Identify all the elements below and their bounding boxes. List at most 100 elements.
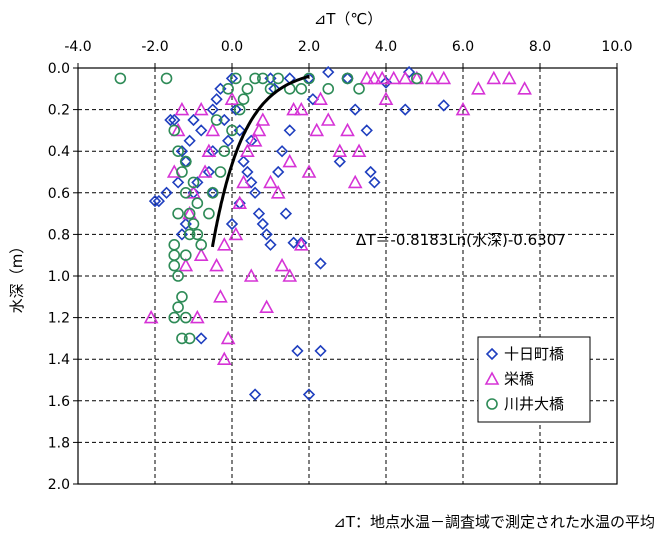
data-point-triangle <box>170 122 186 137</box>
data-point-triangle <box>486 70 502 85</box>
data-point-triangle <box>228 226 244 241</box>
data-point-circle <box>183 332 196 345</box>
data-point-diamond <box>252 207 266 220</box>
data-point-diamond <box>152 194 165 208</box>
data-point-diamond <box>402 66 416 79</box>
data-point-triangle <box>220 330 236 345</box>
y-tick-label: 0.8 <box>48 227 70 243</box>
data-point-triangle <box>367 70 382 85</box>
data-point-triangle <box>293 237 309 251</box>
data-point-triangle <box>193 101 209 116</box>
data-point-triangle <box>378 91 394 105</box>
data-point-circle <box>168 239 181 251</box>
data-point-diamond <box>210 93 223 106</box>
x-axis-label: ⊿T（℃） <box>314 10 383 28</box>
data-point-diamond <box>314 257 327 270</box>
data-point-diamond <box>248 186 262 199</box>
data-point-triangle <box>243 268 259 282</box>
data-point-diamond <box>225 72 239 85</box>
data-point-triangle <box>216 237 232 251</box>
data-point-diamond <box>222 134 235 147</box>
legend-marker-diamond <box>485 347 499 361</box>
data-point-triangle <box>247 133 263 147</box>
y-tick-label: 2.0 <box>48 477 70 493</box>
data-point-circle <box>341 72 354 85</box>
x-tick-label: 8.0 <box>529 39 551 55</box>
data-point-circle <box>353 83 365 95</box>
data-point-triangle <box>240 143 255 157</box>
data-point-circle <box>272 72 285 85</box>
data-point-triangle <box>216 351 232 366</box>
data-point-diamond <box>191 176 204 189</box>
data-point-triangle <box>501 70 517 85</box>
data-point-triangle <box>270 185 286 199</box>
data-point-circle <box>210 114 223 126</box>
data-point-triangle <box>255 112 271 126</box>
data-point-diamond <box>437 99 450 112</box>
x-tick-label: 10.0 <box>601 39 632 55</box>
data-point-circle <box>172 301 184 314</box>
data-point-diamond <box>314 344 327 358</box>
data-point-circle <box>172 207 184 220</box>
data-point-triangle <box>386 70 402 85</box>
data-point-diamond <box>333 155 346 168</box>
data-point-circle <box>183 207 196 220</box>
data-point-diamond <box>368 176 381 189</box>
legend-label: 栄橋 <box>504 370 534 388</box>
data-point-diamond <box>245 176 258 189</box>
data-point-triangle <box>301 164 317 178</box>
data-point-diamond <box>295 236 308 249</box>
data-point-circle <box>183 228 196 241</box>
data-point-circle <box>322 83 335 95</box>
data-point-triangle <box>224 91 240 105</box>
data-point-circle <box>160 72 173 85</box>
data-point-circle <box>114 72 127 85</box>
data-point-circle <box>168 124 181 137</box>
data-point-circle <box>241 83 254 95</box>
y-tick-labels: 0.0 0.2 0.4 0.6 0.8 1.0 1.2 1.4 1.6 1.8 2.0 <box>48 61 78 493</box>
data-point-triangle <box>436 70 452 85</box>
data-point-triangle <box>251 122 267 137</box>
legend-marker-circle <box>486 398 498 410</box>
data-point-triangle <box>274 257 290 272</box>
data-point-triangle <box>232 195 248 209</box>
data-point-diamond <box>175 145 189 158</box>
data-point-triangle <box>340 122 355 137</box>
data-point-diamond <box>183 134 196 147</box>
data-point-circle <box>180 187 192 199</box>
data-point-triangle <box>213 289 228 303</box>
data-point-diamond <box>399 103 412 116</box>
data-point-triangle <box>455 101 471 116</box>
x-tick-label: -4.0 <box>64 39 91 55</box>
data-point-triangle <box>351 143 367 157</box>
trendline <box>211 74 310 248</box>
y-tick-label: 1.2 <box>48 311 70 327</box>
data-point-circle <box>214 166 227 178</box>
data-point-circle <box>295 83 308 95</box>
data-point-circle <box>180 249 192 261</box>
data-point-triangle <box>190 309 205 324</box>
data-point-diamond <box>272 165 285 179</box>
legend-marker-triangle <box>484 371 500 385</box>
data-point-circle <box>168 259 181 272</box>
data-point-circle <box>191 228 204 241</box>
y-tick-label: 0.2 <box>48 103 70 119</box>
data-point-triangle <box>205 122 221 137</box>
x-tick-label: 4.0 <box>375 39 397 55</box>
y-tick-label: 0.0 <box>48 61 70 77</box>
data-point-diamond <box>171 176 185 189</box>
data-point-circle <box>187 218 200 230</box>
data-point-triangle <box>471 81 486 95</box>
data-point-diamond <box>195 124 208 137</box>
data-point-diamond <box>302 388 316 401</box>
data-point-diamond <box>248 388 262 401</box>
data-point-diamond <box>241 165 254 179</box>
x-tick-label: 0.0 <box>221 39 243 55</box>
data-point-circle <box>222 83 234 95</box>
data-point-diamond <box>291 344 304 358</box>
data-point-triangle <box>197 164 213 178</box>
y-tick-label: 1.8 <box>48 435 70 451</box>
data-point-triangle <box>263 174 278 189</box>
data-point-diamond <box>187 113 200 127</box>
